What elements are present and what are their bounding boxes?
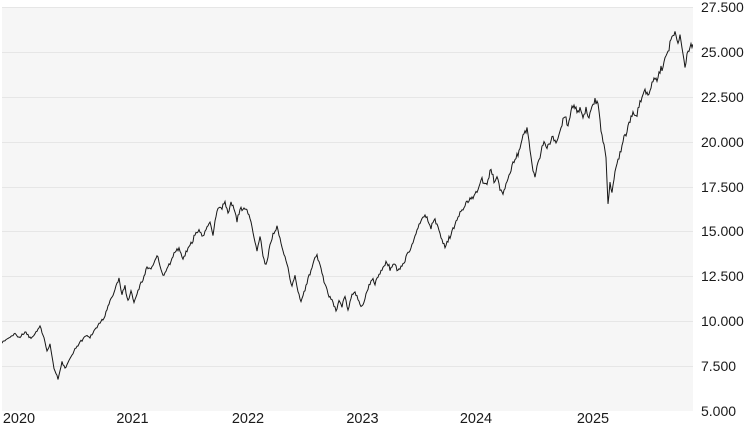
y-tick-label: 5.000 <box>701 403 737 419</box>
x-tick-label: 2024 <box>459 411 493 427</box>
y-tick-label: 27.500 <box>701 0 744 15</box>
x-tick-label: 2025 <box>576 411 610 427</box>
x-tick-label: 2021 <box>116 411 149 427</box>
plot-background <box>2 7 693 411</box>
x-tick-label: 2023 <box>346 411 379 427</box>
y-axis-labels: 27.500 25.000 22.500 20.000 17.500 15.000 12.5… <box>701 0 753 430</box>
price-line <box>2 31 693 380</box>
y-tick-label: 15.000 <box>701 223 744 240</box>
y-tick-label: 22.500 <box>701 88 744 105</box>
plot-svg <box>2 7 693 411</box>
plot-area <box>2 7 693 411</box>
y-tick-label: 10.000 <box>701 313 744 330</box>
y-tick-label: 17.500 <box>701 178 744 195</box>
y-tick-label: 12.500 <box>701 268 744 285</box>
x-tick-label: 2020 <box>2 411 36 427</box>
y-tick-label: 25.000 <box>701 43 744 60</box>
x-axis-labels: 2020 2021 2022 2023 2024 2025 <box>0 410 753 430</box>
y-tick-label: 7.500 <box>701 358 737 375</box>
y-tick-label: 20.000 <box>701 133 744 150</box>
x-tick-label: 2022 <box>231 411 265 427</box>
